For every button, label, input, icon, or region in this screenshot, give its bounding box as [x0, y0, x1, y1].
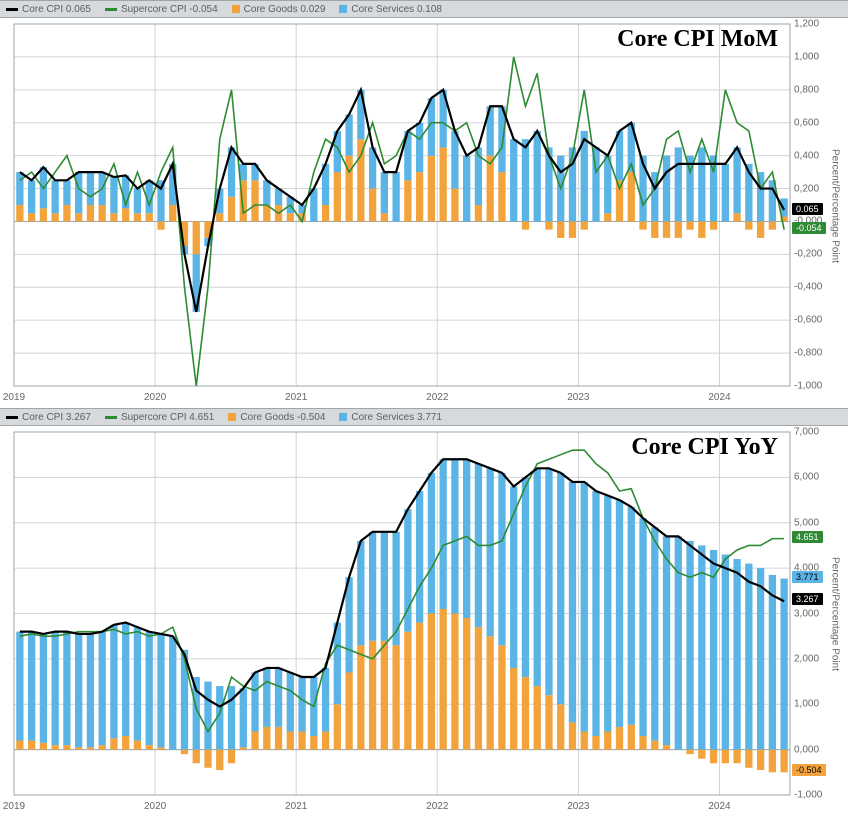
x-tick-label: 2024	[708, 801, 730, 812]
legend-item: Core CPI 3.267	[6, 412, 91, 423]
legend-item: Core Services 0.108	[339, 4, 442, 15]
x-tick-label: 2021	[285, 392, 307, 403]
legend-swatch	[105, 416, 117, 419]
legend-item: Core Goods 0.029	[232, 4, 326, 15]
series-end-value-tag: 4.651	[792, 531, 823, 543]
x-tick-label: 2023	[567, 801, 589, 812]
legend-label: Supercore CPI -0.054	[121, 4, 218, 15]
x-tick-label: 2022	[426, 801, 448, 812]
x-tick-label: 2023	[567, 392, 589, 403]
mom-end-tags: 0.065 -0.054	[0, 18, 848, 390]
x-tick-label: 2021	[285, 801, 307, 812]
legend-label: Core Services 0.108	[351, 4, 442, 15]
core-cpi-yoy-panel: Core CPI 3.267 Supercore CPI 4.651 Core Go…	[0, 408, 848, 817]
legend-swatch	[228, 413, 236, 421]
legend-swatch	[105, 8, 117, 11]
series-end-value-tag: 3.771	[792, 571, 823, 583]
legend-item: Supercore CPI 4.651	[105, 412, 214, 423]
yoy-legend-bar: Core CPI 3.267 Supercore CPI 4.651 Core Go…	[0, 408, 848, 426]
legend-swatch	[339, 5, 347, 13]
legend-item: Core Goods -0.504	[228, 412, 325, 423]
x-tick-label: 2022	[426, 392, 448, 403]
legend-label: Core Services 3.771	[351, 412, 442, 423]
legend-swatch	[339, 413, 347, 421]
series-end-value-tag: -0.054	[792, 222, 826, 234]
yoy-end-tags: 4.651 3.771 3.267 -0.504	[0, 426, 848, 799]
legend-label: Core Goods -0.504	[240, 412, 325, 423]
legend-swatch	[6, 416, 18, 419]
series-end-value-tag: -0.504	[792, 764, 826, 776]
series-end-value-tag: 0.065	[792, 203, 823, 215]
x-tick-label: 2020	[144, 392, 166, 403]
mom-x-ticks: 2019 2020 2021 2022 2023 2024	[0, 392, 848, 408]
legend-label: Supercore CPI 4.651	[121, 412, 214, 423]
legend-item: Supercore CPI -0.054	[105, 4, 218, 15]
x-tick-label: 2019	[3, 801, 25, 812]
x-tick-label: 2019	[3, 392, 25, 403]
legend-item: Core Services 3.771	[339, 412, 442, 423]
mom-legend-bar: Core CPI 0.065 Supercore CPI -0.054 Core G…	[0, 0, 848, 18]
legend-swatch	[6, 8, 18, 11]
legend-label: Core CPI 0.065	[22, 4, 91, 15]
x-tick-label: 2024	[708, 392, 730, 403]
core-cpi-mom-panel: Core CPI 0.065 Supercore CPI -0.054 Core G…	[0, 0, 848, 408]
legend-item: Core CPI 0.065	[6, 4, 91, 15]
series-end-value-tag: 3.267	[792, 593, 823, 605]
legend-label: Core CPI 3.267	[22, 412, 91, 423]
yoy-x-ticks: 2019 2020 2021 2022 2023 2024	[0, 801, 848, 817]
x-tick-label: 2020	[144, 801, 166, 812]
legend-label: Core Goods 0.029	[244, 4, 326, 15]
legend-swatch	[232, 5, 240, 13]
